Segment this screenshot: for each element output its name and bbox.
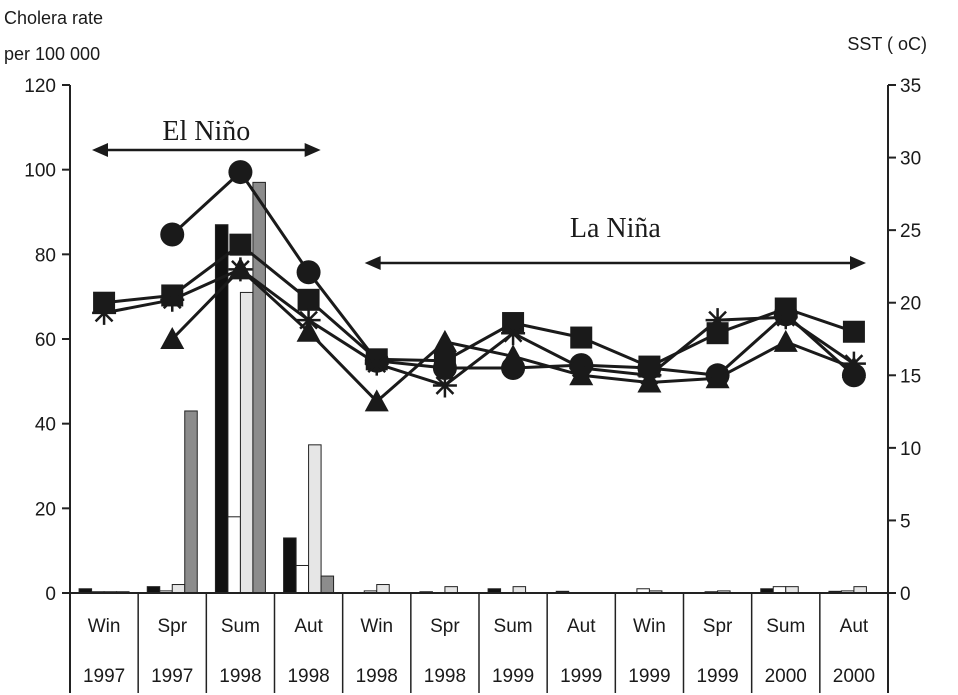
x-tick-label-season: Aut — [567, 616, 596, 637]
x-tick-label-year: 1997 — [83, 666, 125, 687]
right-tick-label: 5 — [900, 511, 911, 532]
marker-triangle — [364, 389, 389, 412]
x-tick-label-season: Win — [360, 616, 393, 637]
annotations-layer: El Niño La Niña — [92, 116, 866, 270]
bars-layer — [78, 181, 867, 594]
bar — [239, 291, 254, 594]
marker-star — [364, 351, 389, 376]
bar — [171, 584, 186, 594]
right-tick-label: 10 — [900, 439, 921, 460]
x-tick-label-season: Win — [633, 616, 666, 637]
annotation-arrowhead-right — [304, 143, 321, 157]
bar — [308, 444, 322, 594]
marker-triangle — [705, 366, 730, 389]
x-tick-label-year: 1999 — [628, 666, 670, 687]
left-tick-label: 120 — [24, 76, 56, 97]
marker-circle — [160, 222, 185, 247]
marker-star — [569, 356, 594, 381]
x-tick-label-season: Sum — [766, 616, 805, 637]
bar — [376, 584, 390, 594]
marker-star — [501, 321, 526, 346]
left-axis-title-line2: per 100 000 — [4, 44, 100, 64]
marker-triangle — [773, 329, 798, 352]
x-tick-label-season: Sum — [494, 616, 533, 637]
x-tick-label-year: 1999 — [696, 666, 738, 687]
marker-triangle — [160, 327, 185, 349]
marker-square — [229, 233, 252, 256]
x-tick-label-season: Spr — [703, 616, 733, 637]
x-axis-labels: Win 1997 Spr 1997 Sum 1998 Aut 1998 Win 1998 Spr 19… — [83, 616, 875, 687]
marker-square — [842, 320, 865, 343]
annotation-arrowhead-right — [850, 256, 866, 270]
annotation-arrowhead-left — [92, 143, 108, 157]
marker-star — [637, 363, 662, 388]
series-line-square — [103, 243, 855, 369]
annotation-label: El Niño — [162, 116, 250, 147]
marker-star — [773, 305, 798, 330]
marker-triangle — [432, 329, 457, 352]
marker-star — [228, 257, 253, 282]
left-tick-label: 60 — [35, 330, 56, 351]
x-tick-label-year: 1998 — [219, 666, 261, 687]
bar — [283, 537, 297, 594]
marker-star — [92, 300, 117, 325]
left-tick-label: 80 — [35, 245, 56, 266]
marker-circle — [228, 160, 253, 185]
x-tick-label-season: Spr — [157, 616, 187, 637]
right-tick-label: 25 — [900, 221, 921, 242]
marker-square — [297, 288, 320, 311]
left-tick-label: 40 — [35, 415, 56, 436]
x-tick-label-year: 1998 — [424, 666, 466, 687]
x-tick-label-year: 1999 — [560, 666, 602, 687]
x-tick-label-year: 1998 — [356, 666, 398, 687]
left-tick-label: 0 — [45, 584, 56, 605]
lines-layer — [92, 160, 866, 412]
annotation-arrowhead-left — [364, 256, 381, 270]
marker-triangle — [501, 344, 526, 367]
bar — [184, 410, 198, 594]
left-tick-label: 100 — [24, 161, 56, 182]
right-tick-label: 15 — [900, 366, 921, 387]
right-tick-label: 20 — [900, 294, 921, 315]
marker-square — [433, 349, 456, 372]
x-tick-label-season: Aut — [294, 616, 323, 637]
bar — [320, 575, 335, 594]
marker-square — [570, 326, 593, 349]
marker-square — [706, 322, 729, 345]
marker-star — [841, 351, 866, 376]
right-tick-label: 0 — [900, 584, 911, 605]
bar — [227, 516, 241, 594]
left-tick-label: 20 — [35, 499, 56, 520]
x-tick-label-season: Aut — [840, 616, 869, 637]
x-tick-label-year: 1998 — [287, 666, 329, 687]
right-axis-title: SST ( oC) — [847, 34, 927, 54]
x-tick-label-season: Sum — [221, 616, 260, 637]
right-tick-label: 30 — [900, 149, 921, 170]
left-axis-title: Cholera rate per 100 000 — [4, 8, 103, 64]
x-tick-label-year: 1997 — [151, 666, 193, 687]
x-tick-label-season: Win — [88, 616, 121, 637]
x-tick-label-season: Spr — [430, 616, 460, 637]
bar — [295, 564, 310, 594]
x-tick-label-year: 1999 — [492, 666, 534, 687]
bar — [252, 181, 266, 594]
marker-star — [160, 287, 185, 312]
marker-star — [296, 308, 321, 333]
marker-star — [705, 308, 730, 333]
left-axis-title-line1: Cholera rate — [4, 8, 103, 28]
axes-layer: 0 20 40 60 80 100 120 0 5 10 15 20 25 30 35 — [24, 76, 921, 693]
marker-circle — [296, 260, 321, 285]
annotation-label: La Niña — [570, 213, 662, 244]
x-tick-label-year: 2000 — [765, 666, 807, 687]
x-tick-label-year: 2000 — [833, 666, 875, 687]
right-tick-label: 35 — [900, 76, 921, 97]
marker-star — [432, 373, 457, 398]
